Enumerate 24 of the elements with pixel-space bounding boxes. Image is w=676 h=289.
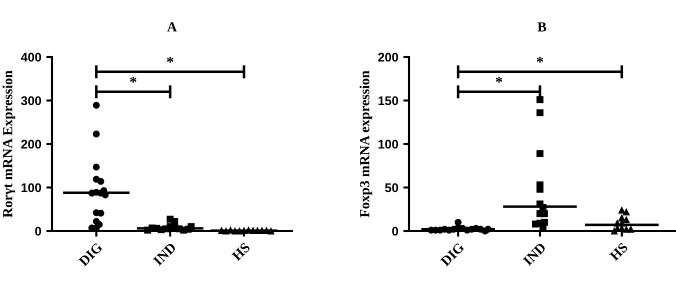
annotation: * [166,56,174,63]
y-tick-label: 200 [378,52,398,62]
y-tick-label: 100 [22,183,42,192]
x-tick-label: IND [522,242,546,266]
y-tick-label: 200 [21,140,42,149]
x-tick-label: DIG [440,242,465,267]
y-tick-label: 150 [378,96,398,106]
chart-title: B [538,22,546,32]
annotation: * [496,76,502,83]
y-axis-title: Rorγt mRNA Expression [2,70,16,218]
y-tick-label: 100 [378,140,398,149]
chart-title: A [167,22,177,32]
y-axis-title: Foxp3 mRNA expression [360,70,372,218]
x-tick-label: HS [231,242,250,262]
x-tick-label: IND [152,242,177,266]
y-tick-label: 400 [20,52,42,62]
y-tick-label: 0 [392,226,398,236]
x-tick-label: DIG [78,242,103,267]
y-tick-label: 0 [35,226,42,236]
x-tick-label: HS [609,242,628,262]
annotation: * [536,56,544,63]
y-tick-label: 50 [385,183,398,192]
y-tick-label: 300 [21,96,42,106]
annotation: * [130,76,136,83]
